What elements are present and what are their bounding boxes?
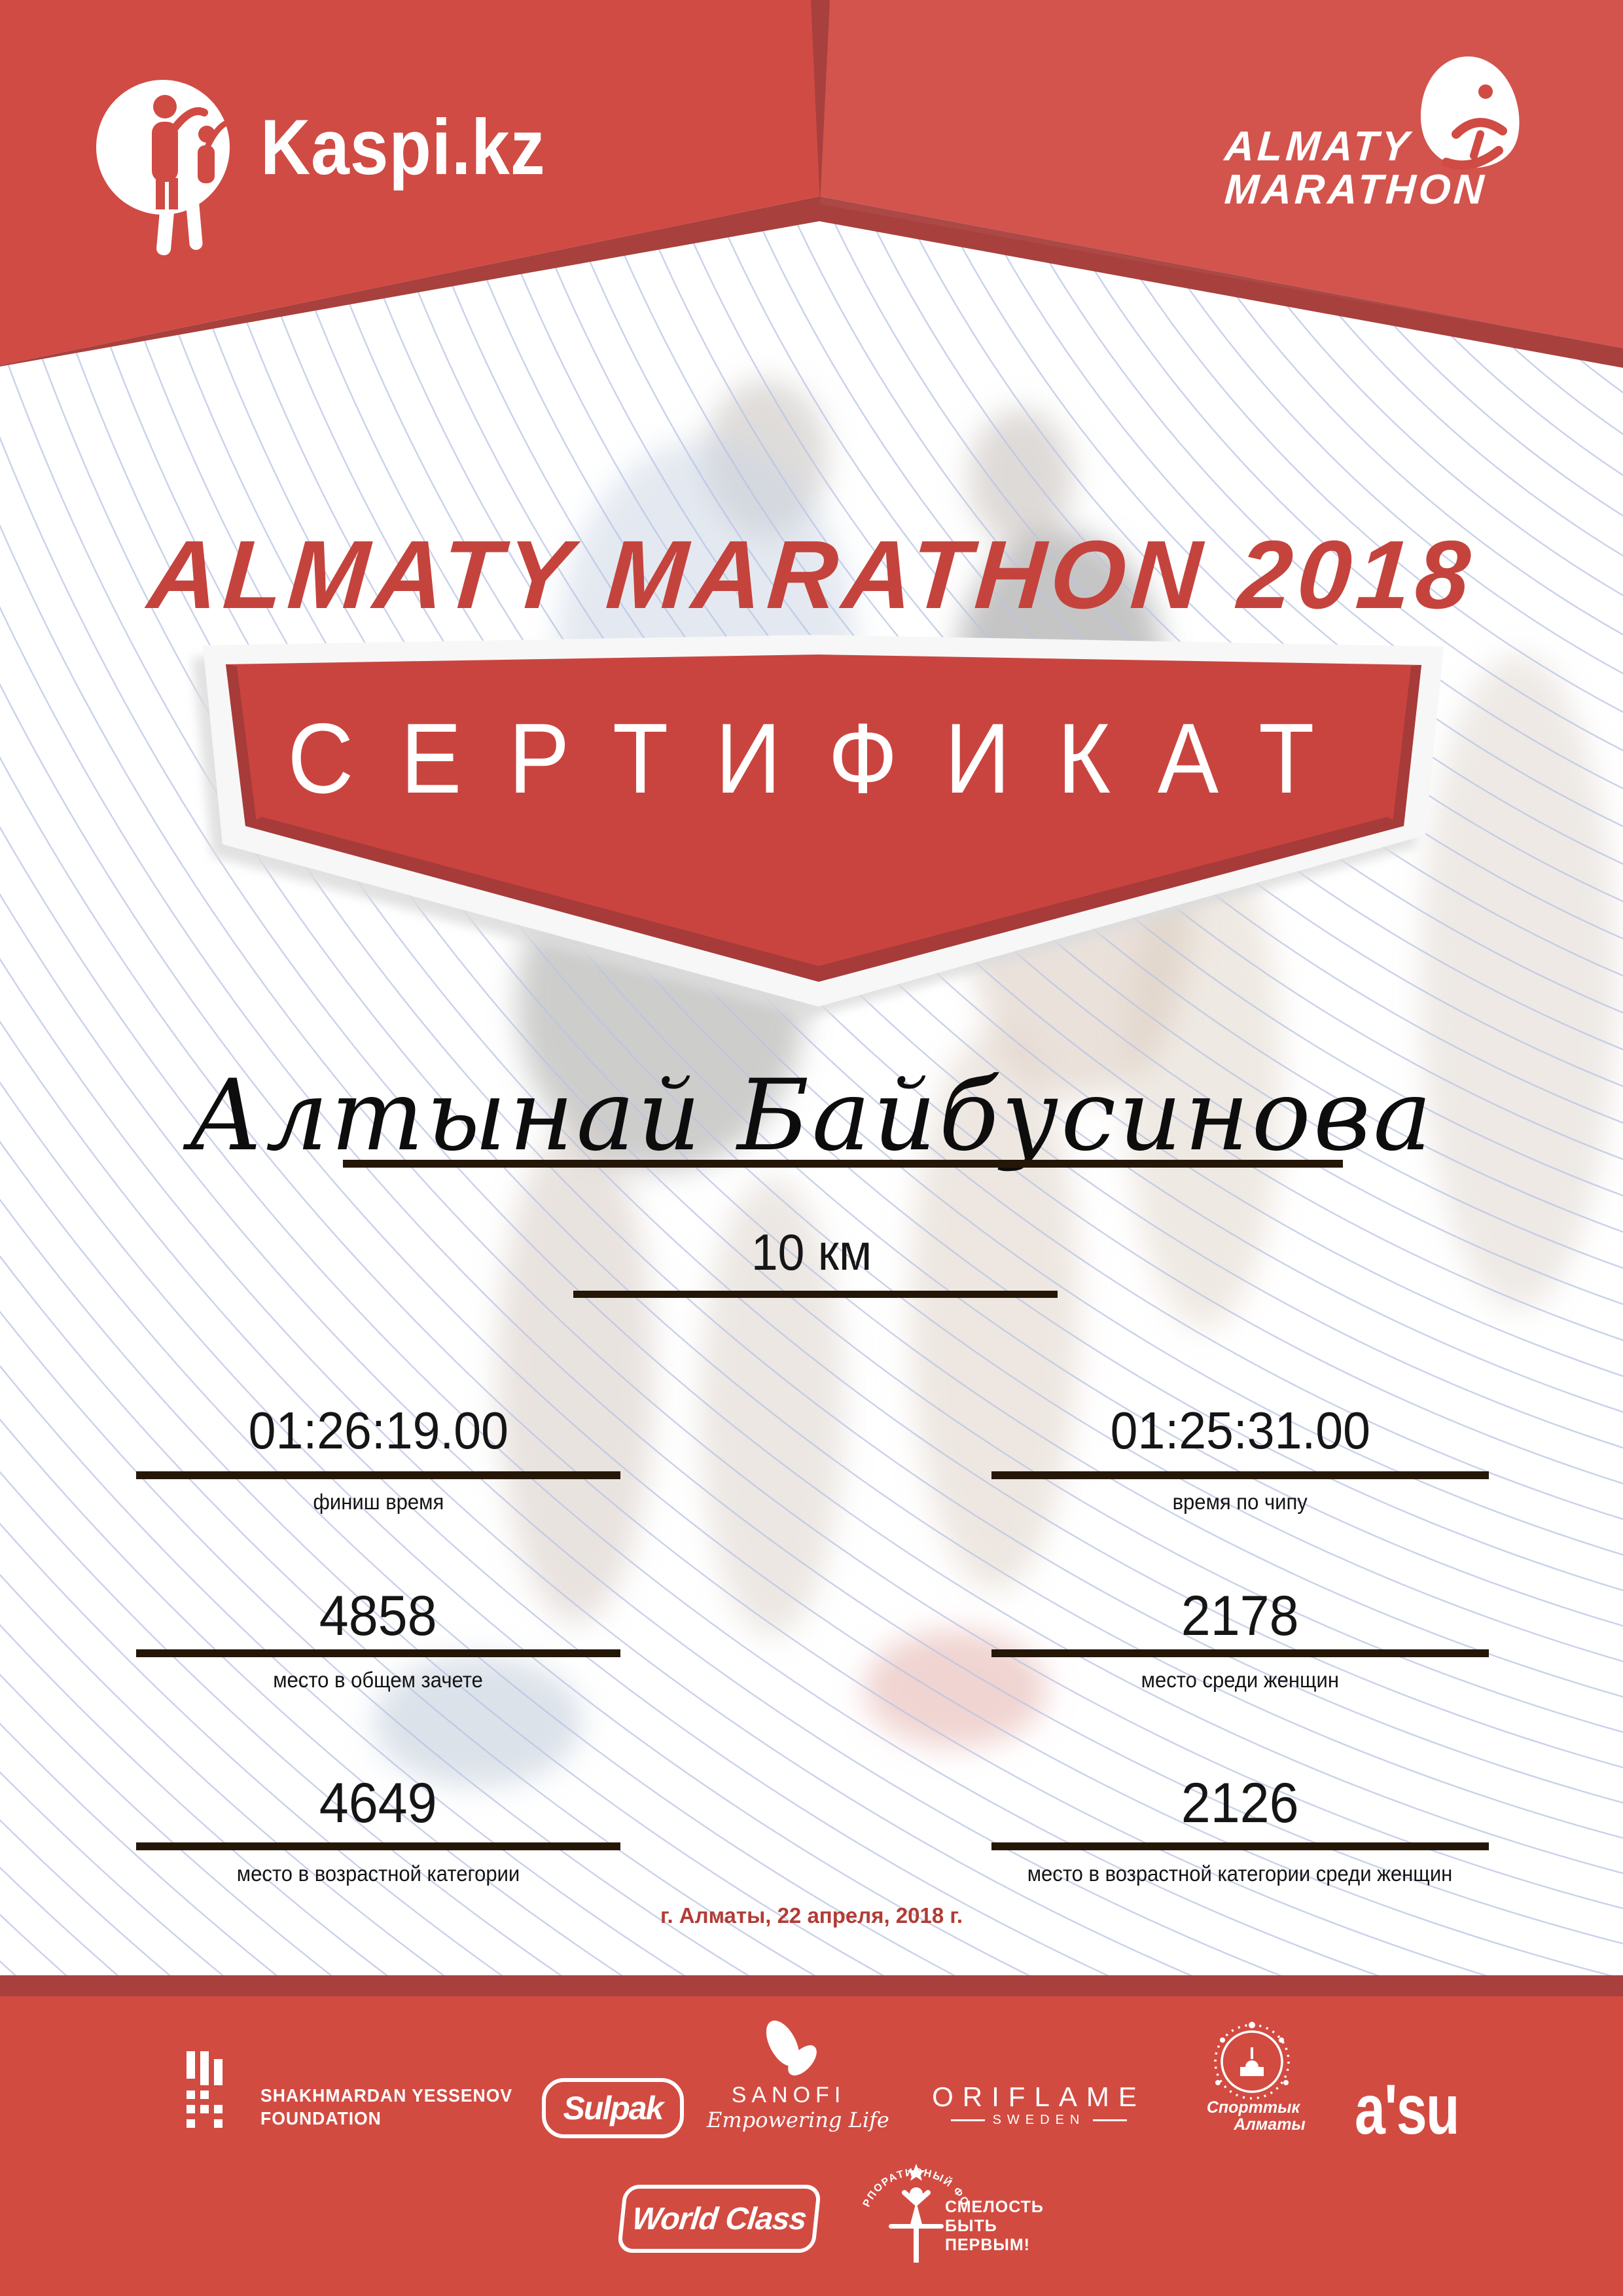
- age-place-rule: [136, 1842, 620, 1850]
- finish-time-value: 01:26:19.00: [248, 1401, 508, 1460]
- overall-place-value: 4858: [319, 1585, 437, 1647]
- sulpak-wordmark: Sulpak: [563, 2090, 664, 2126]
- kaspi-logo-icon: [96, 80, 230, 255]
- almaty-logo-line1: ALMATY: [1222, 122, 1414, 170]
- distance-value: 10 км: [751, 1223, 872, 1281]
- event-title: ALMATY MARATHON 2018: [144, 521, 1479, 629]
- shield-fold-bottom-left: [245, 817, 819, 982]
- date-line: г. Алматы, 22 апреля, 2018 г.: [660, 1903, 963, 1928]
- yessenov-foundation-icon: [187, 2051, 223, 2128]
- chip-time-label: время по чипу: [1172, 1490, 1308, 1514]
- oriflame-sweden-label: SWEDEN: [992, 2113, 1086, 2127]
- overall-place-rule: [136, 1649, 620, 1657]
- recipient-name: Алтынай Байбусинова: [188, 1059, 1435, 1173]
- fund-motto-line3: ПЕРВЫМ!: [945, 2236, 1030, 2254]
- footer-dark-stripe: [0, 1975, 1623, 1996]
- age-place-label: место в возрастной категории: [236, 1861, 520, 1886]
- finish-time-rule: [136, 1471, 620, 1479]
- fund-motto-line2: БЫТЬ: [945, 2217, 997, 2235]
- age-place-value: 4649: [319, 1772, 437, 1835]
- yessenov-foundation-line2: FOUNDATION: [260, 2108, 382, 2128]
- sweden-dash-right: [1093, 2119, 1128, 2121]
- name-underline: [343, 1160, 1343, 1168]
- world-class-logo: World Class: [616, 2185, 822, 2253]
- age-women-place-label: место в возрастной категории среди женщи…: [1027, 1861, 1453, 1886]
- sulpak-logo: Sulpak: [542, 2078, 684, 2138]
- certificate-label: СЕРТИФИКАТ: [287, 703, 1361, 814]
- header-banner-fold-light: [820, 0, 1623, 348]
- almaty-logo-line2: MARATHON: [1222, 166, 1489, 213]
- certificate-shield: [192, 635, 1444, 1018]
- women-place-value: 2178: [1181, 1585, 1299, 1647]
- chip-time-value: 01:25:31.00: [1110, 1401, 1370, 1460]
- header-banner-shape: [0, 0, 1623, 365]
- world-class-wordmark: World Class: [630, 2201, 808, 2236]
- oriflame-wordmark: ORIFLAME: [932, 2081, 1146, 2112]
- almaty-marathon-logo-icon: [1420, 56, 1520, 170]
- header-banner-center-spike: [811, 0, 830, 204]
- sport-almaty-line2: Алматы: [1234, 2115, 1306, 2134]
- women-place-rule: [991, 1649, 1489, 1657]
- chip-time-rule: [991, 1471, 1489, 1479]
- women-place-label: место среди женщин: [1141, 1668, 1340, 1692]
- asu-wordmark: a'su: [1355, 2070, 1460, 2149]
- fund-motto-line1: СМЕЛОСТЬ: [945, 2198, 1044, 2216]
- overall-place-label: место в общем зачете: [273, 1668, 484, 1692]
- sanofi-tagline: Empowering Life: [707, 2108, 889, 2132]
- finish-time-label: финиш время: [313, 1490, 444, 1514]
- shield-fold-right: [1393, 665, 1421, 826]
- distance-underline: [573, 1291, 1058, 1298]
- age-women-place-rule: [991, 1842, 1489, 1850]
- sweden-dash-left: [950, 2119, 985, 2121]
- shield-fold-bottom-right: [819, 817, 1404, 982]
- age-women-place-value: 2126: [1181, 1772, 1299, 1835]
- shield-fold-left: [226, 664, 257, 826]
- sanofi-wordmark: SANOFI: [731, 2083, 846, 2108]
- header-banner: [0, 0, 1623, 368]
- oriflame-sweden-row: SWEDEN: [926, 2113, 1152, 2128]
- sport-almaty-emblem-icon: [1214, 2022, 1290, 2100]
- sanofi-bird-icon: [766, 2020, 817, 2076]
- sport-almaty-line1: Спорттык: [1206, 2098, 1300, 2117]
- yessenov-foundation-line1: SHAKHMARDAN YESSENOV: [260, 2085, 513, 2106]
